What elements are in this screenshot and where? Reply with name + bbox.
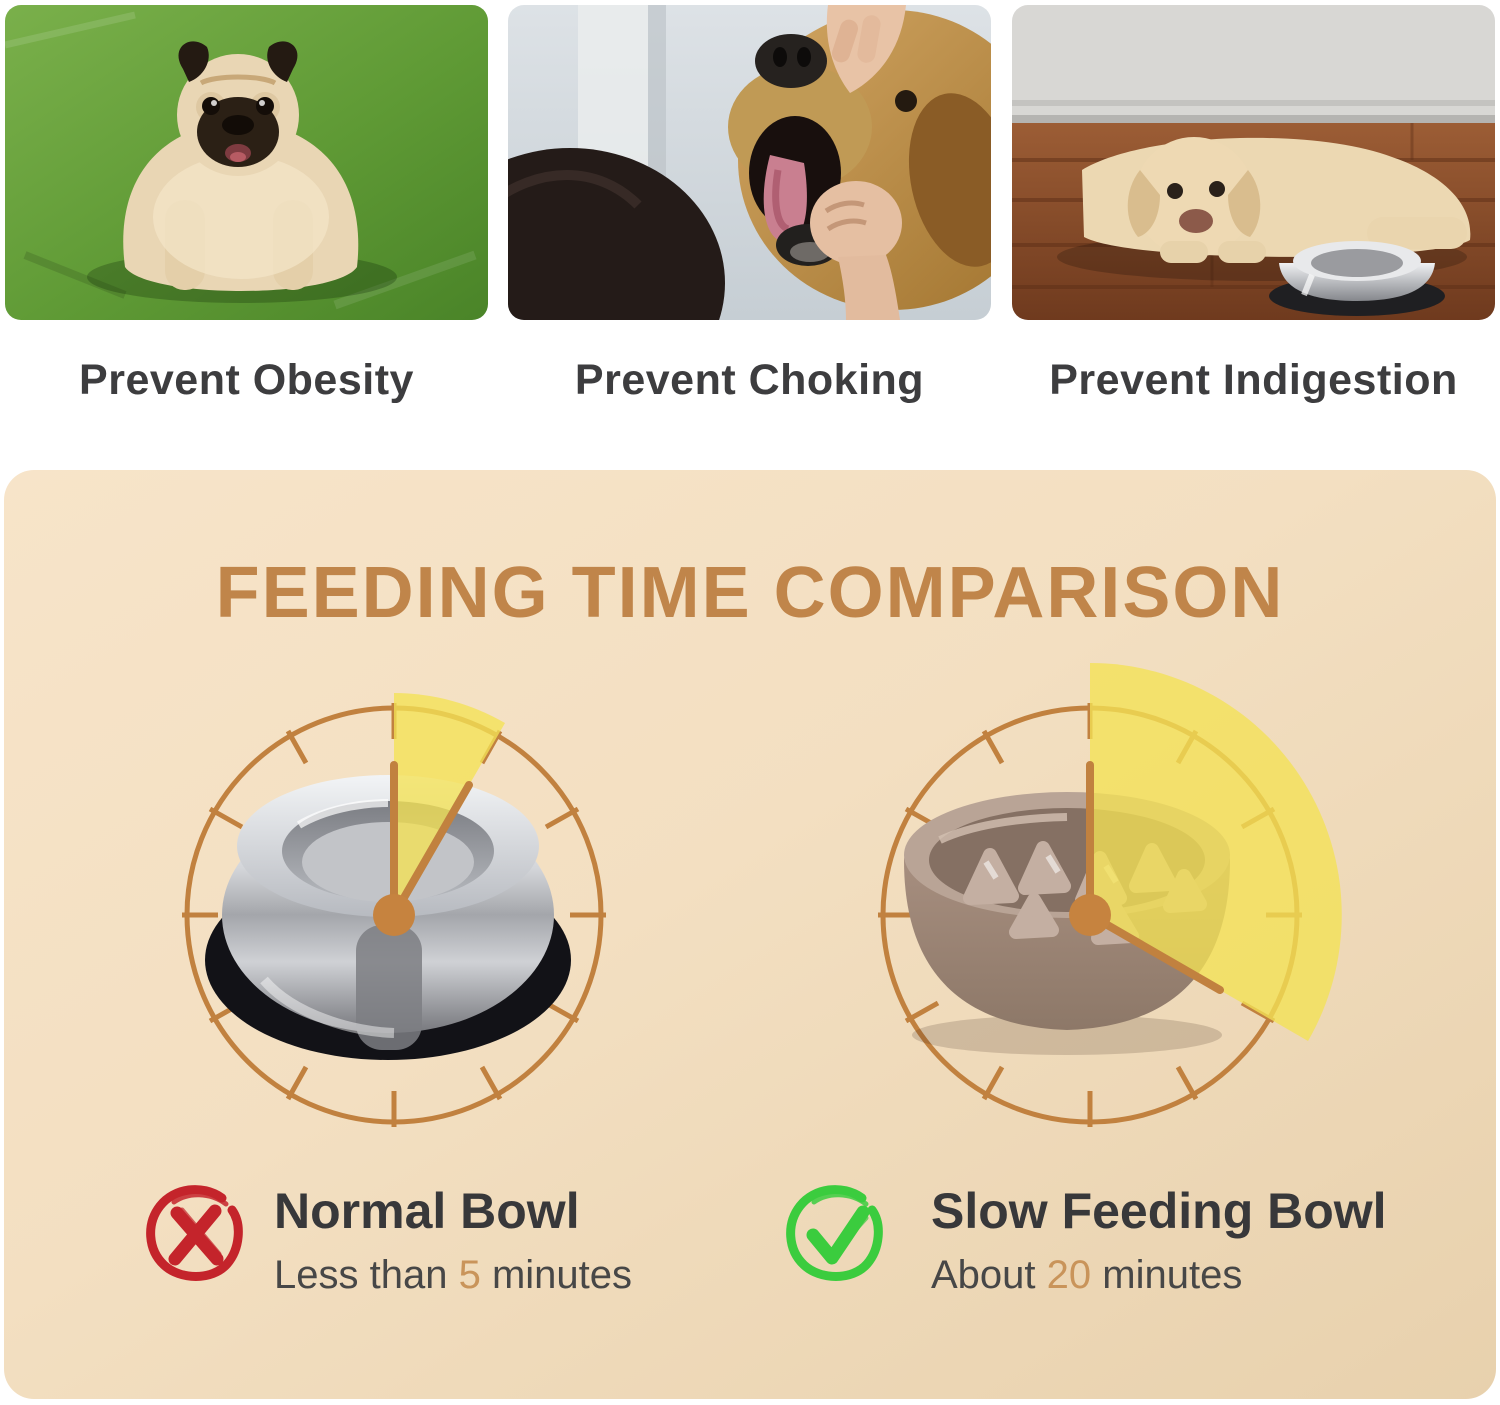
slow-feeding-bowl-name: Slow Feeding Bowl — [931, 1183, 1387, 1239]
clock-hands — [1086, 761, 1224, 994]
time-suffix: minutes — [1091, 1253, 1243, 1297]
normal-bowl-label: Normal Bowl Less than 5 minutes — [274, 1182, 744, 1298]
caption-prevent-indigestion: Prevent Indigestion — [1049, 356, 1458, 404]
photo-prevent-choking — [508, 5, 991, 320]
x-icon — [146, 1185, 243, 1281]
labrador-by-bowl-illustration — [1012, 5, 1495, 320]
clock-hands — [390, 761, 473, 919]
clock-slow-feeding-bowl — [878, 663, 1342, 1127]
normal-bowl-time: Less than 5 minutes — [274, 1252, 744, 1298]
dog-mouth-check-illustration — [508, 5, 991, 320]
clock-normal-bowl — [182, 693, 606, 1127]
photo-prevent-indigestion — [1012, 5, 1495, 320]
panel-title: FEEDING TIME COMPARISON — [215, 553, 1285, 633]
time-value: 20 — [1046, 1253, 1092, 1297]
time-suffix: minutes — [480, 1253, 632, 1297]
fat-pug-illustration — [5, 5, 488, 320]
time-prefix: Less than — [274, 1253, 459, 1297]
check-icon — [786, 1185, 883, 1281]
wedge-20-minutes — [1090, 663, 1342, 1041]
caption-prevent-choking: Prevent Choking — [574, 356, 925, 404]
caption-prevent-obesity: Prevent Obesity — [79, 356, 414, 404]
clock-center-dot — [1069, 894, 1111, 936]
feeding-time-comparison-panel: FEEDING TIME COMPARISON — [4, 470, 1496, 1399]
photo-prevent-obesity — [5, 5, 488, 320]
time-value: 5 — [458, 1253, 481, 1297]
clock-center-dot — [373, 894, 415, 936]
slow-feeding-bowl-label: Slow Feeding Bowl About 20 minutes — [931, 1182, 1451, 1298]
time-prefix: About — [931, 1253, 1047, 1297]
normal-bowl-name: Normal Bowl — [274, 1183, 580, 1239]
slow-feeding-bowl-time: About 20 minutes — [931, 1252, 1451, 1298]
